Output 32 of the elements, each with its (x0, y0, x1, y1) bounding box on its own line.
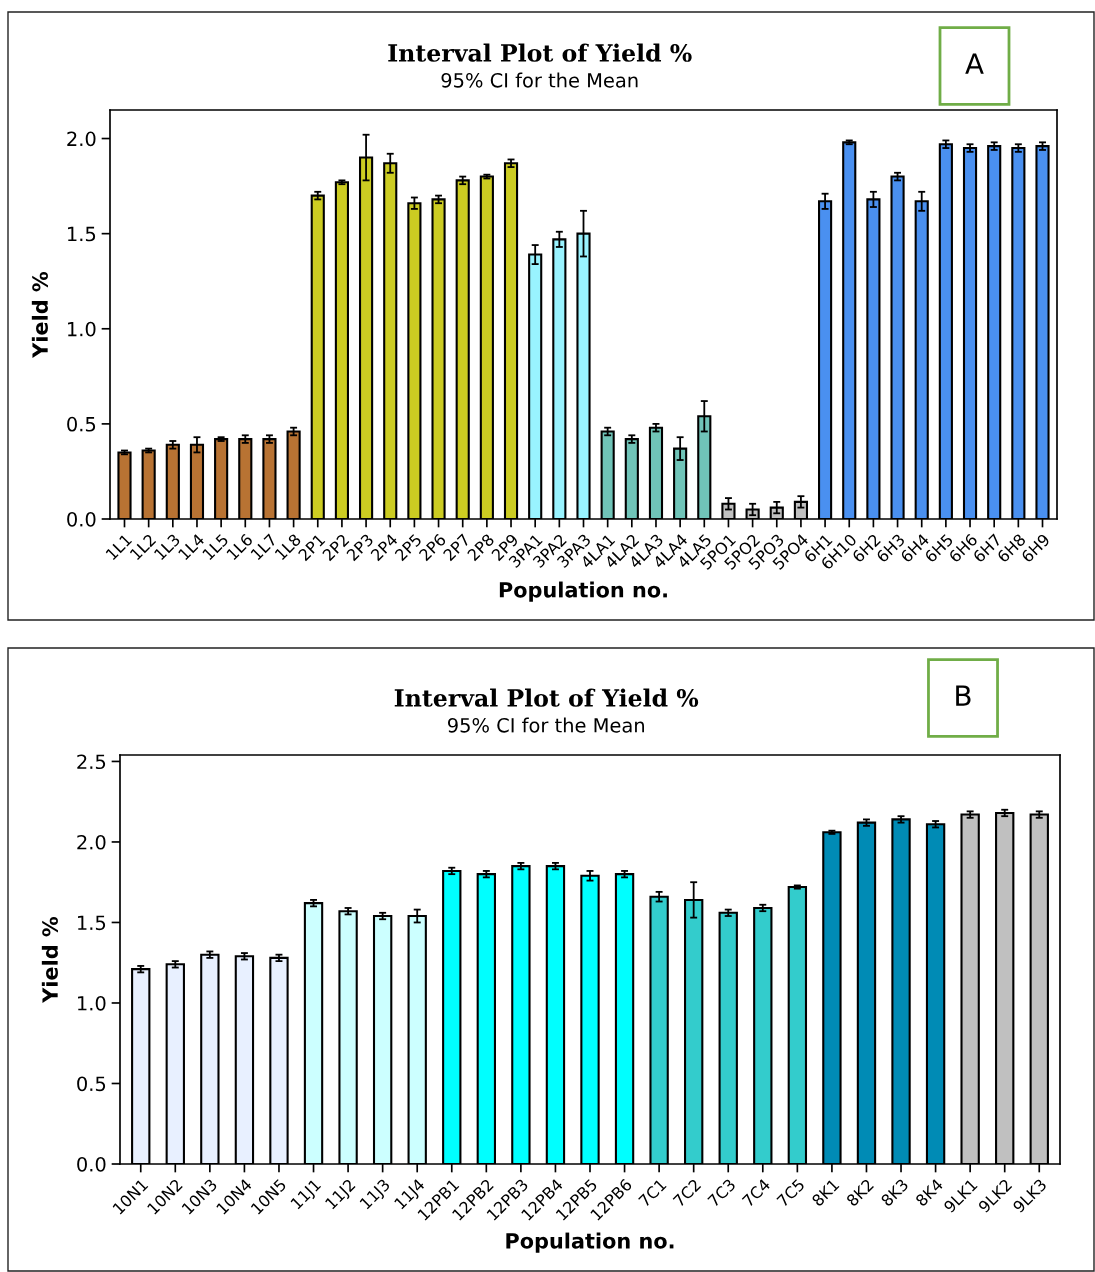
x-tick-label: 1L5 (202, 533, 229, 561)
x-axis-title: Population no. (499, 581, 667, 602)
y-tick-label: 2.5 (77, 754, 106, 770)
text: A (965, 53, 984, 74)
x-tick-label: 7C4 (741, 1178, 771, 1208)
x-tick-label: 7C5 (776, 1178, 806, 1208)
x-tick-label: 8K1 (811, 1178, 840, 1207)
y-axis-title: Yield % (31, 271, 48, 358)
x-tick-label: 7C2 (672, 1178, 702, 1208)
chart-subtitle: 95% CI for the Mean (447, 717, 644, 733)
chart-title: Interval Plot of Yield % (388, 43, 692, 62)
x-axis-title: Population no. (506, 1232, 674, 1253)
x-tick-label: 8K2 (845, 1178, 875, 1207)
chart-title: Interval Plot of Yield % (394, 688, 699, 707)
y-tick-label: 2.0 (67, 131, 96, 147)
x-tick-label: 8K4 (914, 1178, 944, 1207)
y-tick-label: 2.0 (77, 834, 106, 850)
x-tick-label: 1L4 (177, 533, 205, 561)
y-tick-label: 0.0 (67, 511, 96, 527)
x-tick-label: 8K3 (880, 1178, 909, 1207)
y-tick-label: 0.0 (77, 1156, 106, 1172)
y-tick-label: 1.0 (78, 995, 106, 1011)
y-tick-label: 0.5 (77, 1076, 106, 1092)
y-tick-label: 1.5 (78, 915, 106, 931)
y-tick-label: 1.5 (68, 226, 96, 242)
y-tick-label: 1.0 (68, 321, 96, 337)
x-tick-label: 7C3 (707, 1178, 737, 1208)
chart-subtitle: 95% CI for the Mean (441, 72, 638, 88)
y-axis-title: Yield % (41, 916, 58, 1003)
y-tick-label: 0.5 (67, 416, 96, 432)
x-tick-label: 7C1 (637, 1178, 667, 1208)
text: B (956, 685, 971, 706)
